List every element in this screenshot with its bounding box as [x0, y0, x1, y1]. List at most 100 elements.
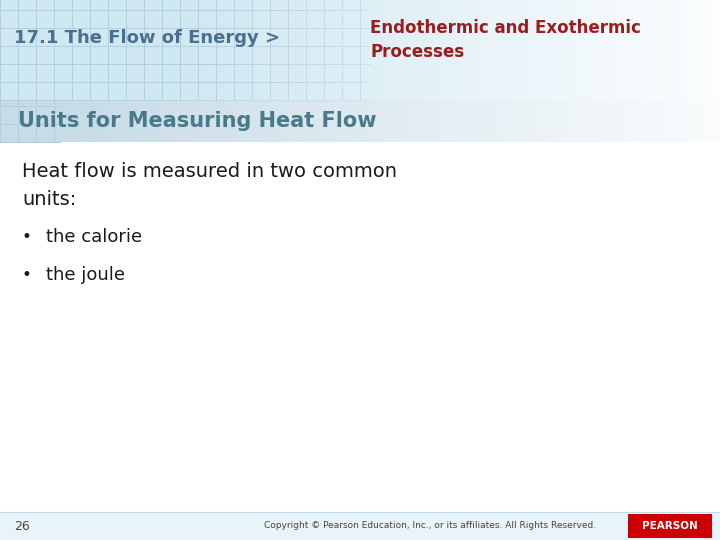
Bar: [225, 100, 233, 142]
Text: •: •: [22, 228, 32, 246]
Bar: [589, 0, 596, 100]
Bar: [328, 100, 335, 142]
Bar: [662, 100, 669, 142]
Text: •: •: [22, 266, 32, 284]
Bar: [596, 100, 603, 142]
Bar: [640, 100, 647, 142]
Bar: [596, 0, 603, 100]
Bar: [342, 0, 349, 100]
Bar: [240, 100, 247, 142]
Bar: [153, 0, 160, 100]
Bar: [189, 0, 197, 100]
Bar: [691, 0, 698, 100]
Bar: [458, 0, 465, 100]
Bar: [706, 0, 713, 100]
Bar: [335, 100, 342, 142]
Bar: [640, 0, 647, 100]
Bar: [328, 0, 335, 100]
Bar: [182, 0, 189, 100]
Bar: [218, 100, 225, 142]
Bar: [349, 0, 356, 100]
Bar: [415, 0, 422, 100]
Bar: [298, 100, 305, 142]
Bar: [582, 100, 589, 142]
Bar: [436, 100, 444, 142]
Bar: [0, 512, 720, 540]
Bar: [342, 100, 349, 142]
Bar: [676, 0, 683, 100]
Bar: [7, 0, 14, 100]
Bar: [487, 0, 495, 100]
Bar: [575, 100, 582, 142]
Bar: [233, 0, 240, 100]
Bar: [0, 100, 720, 142]
Bar: [255, 100, 262, 142]
Bar: [131, 100, 138, 142]
Bar: [51, 0, 58, 100]
Bar: [611, 100, 618, 142]
Bar: [305, 100, 312, 142]
Bar: [197, 0, 204, 100]
Bar: [204, 100, 211, 142]
Bar: [102, 100, 109, 142]
Bar: [553, 0, 560, 100]
Bar: [349, 100, 356, 142]
Bar: [385, 100, 392, 142]
Bar: [312, 0, 320, 100]
Bar: [683, 100, 691, 142]
Bar: [37, 100, 44, 142]
Bar: [87, 100, 94, 142]
Text: Units for Measuring Heat Flow: Units for Measuring Heat Flow: [18, 111, 377, 131]
Bar: [676, 100, 683, 142]
Bar: [669, 0, 676, 100]
Bar: [44, 0, 51, 100]
Bar: [117, 0, 124, 100]
Bar: [0, 100, 7, 142]
Bar: [356, 100, 364, 142]
Bar: [262, 0, 269, 100]
Bar: [480, 100, 487, 142]
Bar: [189, 100, 197, 142]
Bar: [487, 100, 495, 142]
Text: PEARSON: PEARSON: [642, 521, 698, 531]
Bar: [560, 100, 567, 142]
Bar: [523, 0, 531, 100]
Bar: [444, 100, 451, 142]
Bar: [502, 0, 509, 100]
Bar: [44, 100, 51, 142]
Bar: [0, 0, 7, 100]
Bar: [255, 0, 262, 100]
Bar: [451, 100, 458, 142]
Bar: [80, 100, 87, 142]
Bar: [233, 100, 240, 142]
Text: the joule: the joule: [46, 266, 125, 284]
Bar: [392, 100, 400, 142]
Bar: [102, 0, 109, 100]
Bar: [87, 0, 94, 100]
Bar: [611, 0, 618, 100]
Text: Endothermic and Exothermic: Endothermic and Exothermic: [370, 19, 641, 37]
Bar: [400, 100, 408, 142]
Bar: [22, 0, 29, 100]
Bar: [335, 0, 342, 100]
Bar: [131, 0, 138, 100]
Bar: [14, 0, 22, 100]
Bar: [276, 0, 284, 100]
Bar: [73, 100, 80, 142]
Bar: [662, 0, 669, 100]
Bar: [66, 0, 73, 100]
Bar: [582, 0, 589, 100]
Bar: [160, 0, 167, 100]
Bar: [364, 100, 371, 142]
Bar: [174, 0, 182, 100]
Bar: [538, 100, 546, 142]
Bar: [66, 100, 73, 142]
Text: Heat flow is measured in two common: Heat flow is measured in two common: [22, 162, 397, 181]
Bar: [633, 0, 640, 100]
Bar: [73, 0, 80, 100]
Bar: [94, 100, 102, 142]
Bar: [473, 0, 480, 100]
Bar: [160, 100, 167, 142]
Bar: [647, 0, 654, 100]
Bar: [138, 0, 145, 100]
